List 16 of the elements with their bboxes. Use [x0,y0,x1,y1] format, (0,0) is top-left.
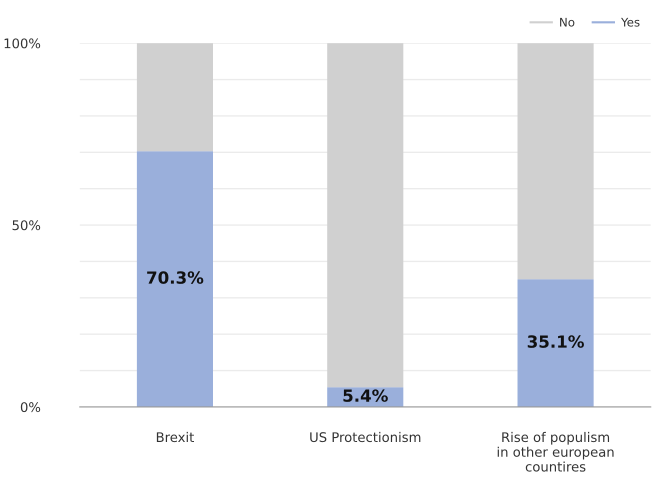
data-label: 5.4% [343,389,388,402]
x-tick-label: Brexit [156,432,194,442]
legend-label: No [560,18,574,27]
bar [327,43,404,388]
bar [518,279,594,407]
x-tick-label: US Protectionism [310,432,420,442]
bar [136,151,214,407]
legend-label: Yes [621,18,640,27]
y-tick-label: 100% [4,38,40,48]
y-tick-label: 50% [12,220,40,230]
x-tick-label: Rise of populism in other european countires [498,432,614,472]
bar [136,43,214,152]
y-tick-label: 0% [20,402,40,412]
data-label: 70.3% [147,271,204,284]
bar [518,43,594,280]
data-label: 35.1% [528,335,584,348]
